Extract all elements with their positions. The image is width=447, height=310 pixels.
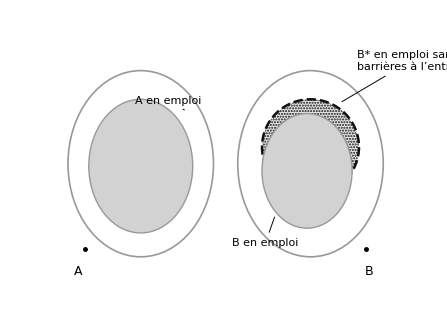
Text: B* en emploi sans
barrières à l’entrée: B* en emploi sans barrières à l’entrée: [342, 50, 447, 102]
Ellipse shape: [262, 113, 352, 228]
Ellipse shape: [262, 99, 359, 195]
Ellipse shape: [238, 71, 383, 257]
Text: B: B: [365, 265, 374, 278]
Ellipse shape: [68, 71, 214, 257]
Text: B en emploi: B en emploi: [232, 217, 299, 248]
Ellipse shape: [89, 99, 193, 233]
Text: A en emploi: A en emploi: [135, 96, 202, 110]
Text: A: A: [74, 265, 83, 278]
